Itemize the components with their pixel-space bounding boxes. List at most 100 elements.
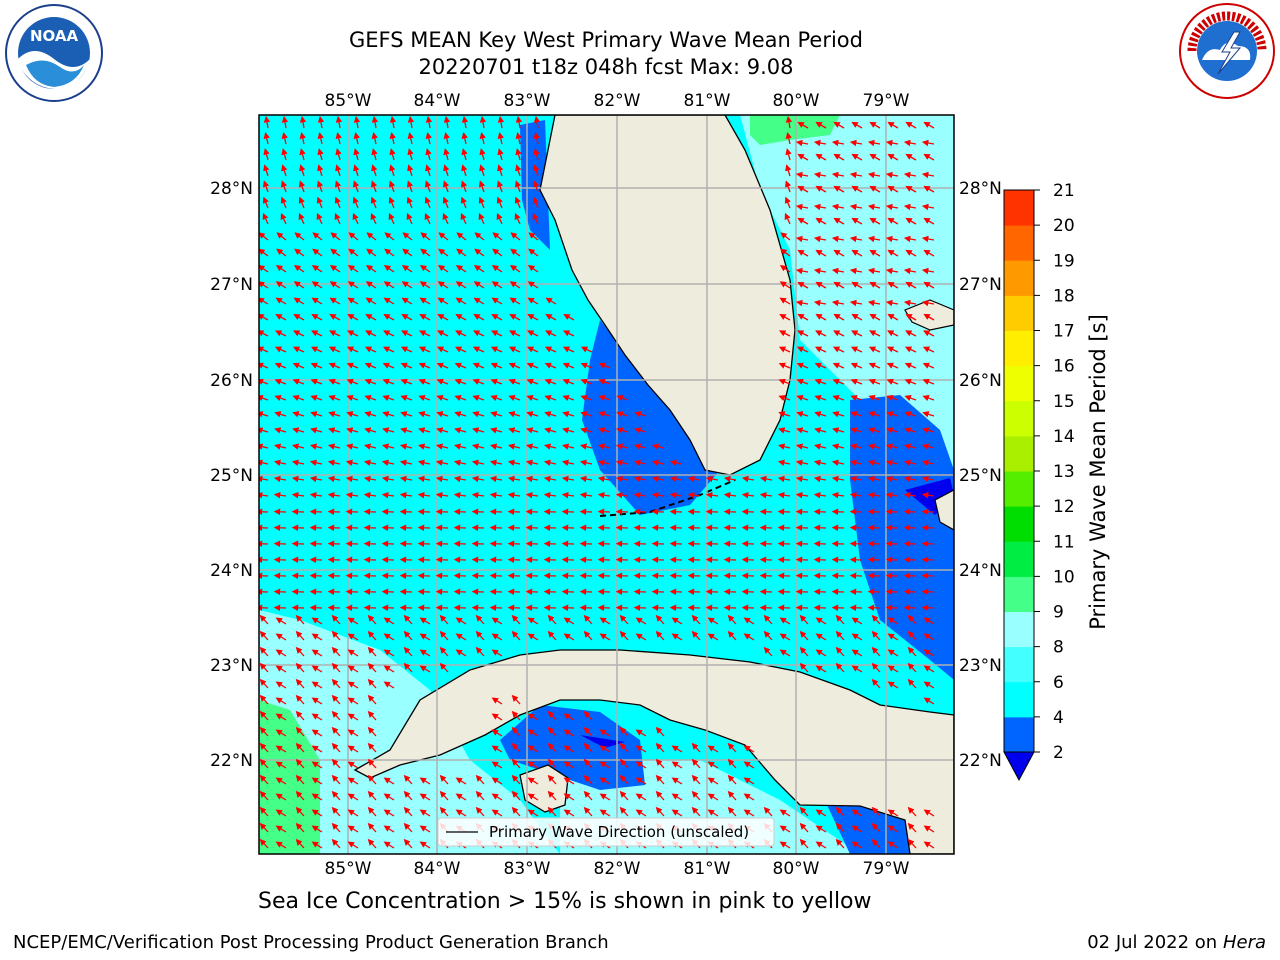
wave-arrow [797, 313, 809, 321]
colorbar-segment [1004, 506, 1034, 542]
wave-arrow [438, 232, 449, 241]
wave-arrow [299, 164, 306, 177]
wave-arrow [619, 742, 629, 753]
wave-arrow [514, 196, 521, 209]
wave-arrow [328, 443, 341, 450]
wave-arrow [619, 774, 629, 785]
wave-arrow [346, 362, 359, 369]
wave-arrow [921, 203, 935, 211]
wave-arrow [887, 281, 899, 289]
longitude-labels-bottom: 85°W 84°W 83°W 82°W 81°W 80°W 79°W [325, 859, 910, 879]
wave-arrow [259, 646, 269, 657]
wave-arrow [887, 633, 899, 641]
wave-arrow [370, 196, 377, 209]
wave-arrow [347, 777, 359, 785]
wave-arrow [923, 330, 935, 337]
wave-arrow [275, 777, 287, 785]
wave-arrow [651, 459, 665, 466]
wave-arrow [525, 459, 539, 466]
wave-arrow [796, 346, 809, 353]
wave-arrow [795, 171, 809, 179]
wave-arrow [511, 774, 521, 785]
colorbar-segment [1004, 541, 1034, 577]
wave-arrow [367, 758, 377, 769]
wave-arrow [532, 196, 539, 209]
wave-arrow [778, 378, 791, 385]
wave-arrow [291, 491, 305, 499]
wave-arrow [399, 475, 413, 483]
wave-arrow [903, 491, 917, 499]
wave-arrow [727, 758, 737, 769]
wave-arrow [526, 362, 539, 369]
lat-label-left: 24°N [210, 561, 253, 581]
wave-arrow [275, 617, 287, 625]
wave-arrow [795, 139, 809, 147]
wave-arrow [403, 806, 413, 817]
wave-arrow [743, 761, 755, 769]
wave-arrow [815, 649, 827, 657]
wave-arrow [435, 475, 449, 483]
wave-arrow [799, 614, 809, 625]
wave-arrow [419, 793, 431, 801]
wave-arrow [347, 281, 359, 289]
wave-arrow [331, 662, 341, 673]
wave-arrow [671, 793, 683, 801]
chart-title: GEFS MEAN Key West Primary Wave Mean Per… [349, 28, 863, 52]
wave-arrow [383, 330, 395, 337]
nws-logo [1179, 3, 1275, 99]
wave-arrow [869, 330, 881, 337]
wave-arrow [418, 443, 431, 450]
wave-arrow [419, 264, 431, 273]
wave-arrow [275, 633, 287, 641]
wave-arrow [490, 411, 503, 418]
wave-arrow [439, 614, 449, 625]
wave-arrow [259, 678, 269, 689]
wave-arrow [345, 491, 359, 499]
wave-arrow [923, 185, 935, 193]
wave-arrow [276, 248, 287, 257]
wave-arrow [923, 313, 935, 321]
wave-arrow [295, 662, 305, 673]
wave-arrow [274, 346, 287, 353]
wave-arrow [471, 491, 485, 499]
wave-arrow [778, 443, 791, 450]
wave-arrow [382, 411, 395, 418]
wave-arrow [353, 164, 360, 177]
footer-date-text: 02 Jul 2022 on [1087, 932, 1223, 953]
wave-arrow [635, 633, 647, 641]
wave-arrow [331, 614, 341, 625]
wave-arrow [419, 281, 431, 289]
wave-arrow [815, 665, 827, 673]
wave-arrow [813, 267, 827, 275]
wave-arrow [331, 774, 341, 785]
wave-arrow [439, 646, 449, 657]
wave-arrow [813, 299, 827, 307]
wave-arrow [579, 475, 593, 483]
wave-arrow [871, 630, 881, 641]
wave-arrow [886, 378, 899, 385]
wave-arrow [583, 726, 593, 737]
colorbar-tick-label: 11 [1053, 532, 1075, 552]
wave-arrow [655, 614, 665, 625]
wave-arrow [259, 758, 269, 769]
wave-arrow [691, 790, 701, 801]
wave-arrow [472, 362, 485, 369]
wave-arrow [671, 633, 683, 641]
wave-arrow [904, 394, 917, 402]
wave-arrow [922, 394, 935, 402]
wave-arrow [311, 729, 323, 737]
wave-arrow [331, 790, 341, 801]
wave-arrow [849, 171, 863, 179]
wave-arrow [832, 378, 845, 385]
colorbar-segment [1004, 190, 1034, 226]
wave-arrow [281, 148, 288, 161]
wave-arrow [328, 411, 341, 418]
wave-arrow [707, 777, 719, 785]
wave-arrow [832, 443, 845, 450]
footer-host: Hera [1222, 932, 1266, 953]
wave-arrow [259, 248, 269, 257]
wave-arrow [507, 459, 521, 466]
wave-arrow [329, 297, 341, 305]
wave-arrow [797, 249, 809, 257]
wave-arrow [778, 362, 791, 369]
